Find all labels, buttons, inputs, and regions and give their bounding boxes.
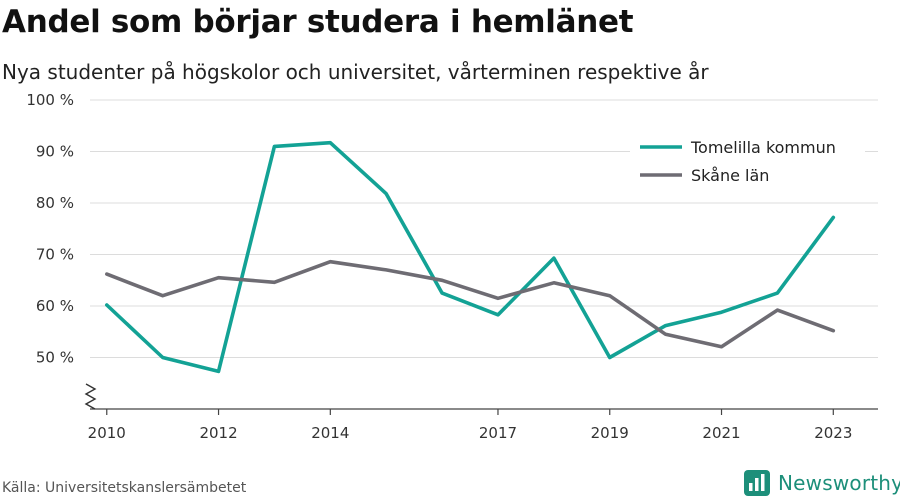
y-tick-label: 100 % [26, 91, 74, 109]
axis-break-mark [84, 383, 97, 410]
series-line [105, 259, 836, 349]
bar-chart-icon [744, 470, 770, 496]
legend-label: Skåne län [691, 166, 769, 185]
series-group [105, 140, 836, 374]
series-line [105, 140, 836, 374]
source-note: Källa: Universitetskanslersämbetet [2, 480, 247, 496]
legend-background [630, 128, 865, 188]
chart-subtitle: Nya studenter på högskolor och universit… [2, 60, 709, 84]
y-tick-label: 50 % [36, 349, 74, 367]
x-tick-label: 2010 [88, 424, 126, 442]
y-tick-label: 60 % [36, 297, 74, 315]
x-tick-label: 2019 [591, 424, 629, 442]
y-tick-label: 70 % [36, 246, 74, 264]
x-tick-label: 2012 [199, 424, 237, 442]
brand: Newsworthy [744, 468, 900, 498]
legend: Tomelilla kommun Skåne län [630, 128, 865, 188]
y-tick-label: 90 % [36, 143, 74, 161]
x-tick-label: 2014 [311, 424, 349, 442]
y-tick-label: 80 % [36, 194, 74, 212]
legend-label: Tomelilla kommun [690, 138, 836, 157]
x-tick-label: 2021 [702, 424, 740, 442]
axes: 50 % 60 % 70 % 80 % 90 % 100 % 2010 2012 2014 201… [26, 91, 878, 442]
brand-name: Newsworthy [778, 471, 900, 495]
chart-title: Andel som börjar studera i hemlänet [2, 4, 634, 40]
x-tick-label: 2023 [814, 424, 852, 442]
x-tick-label: 2017 [479, 424, 517, 442]
